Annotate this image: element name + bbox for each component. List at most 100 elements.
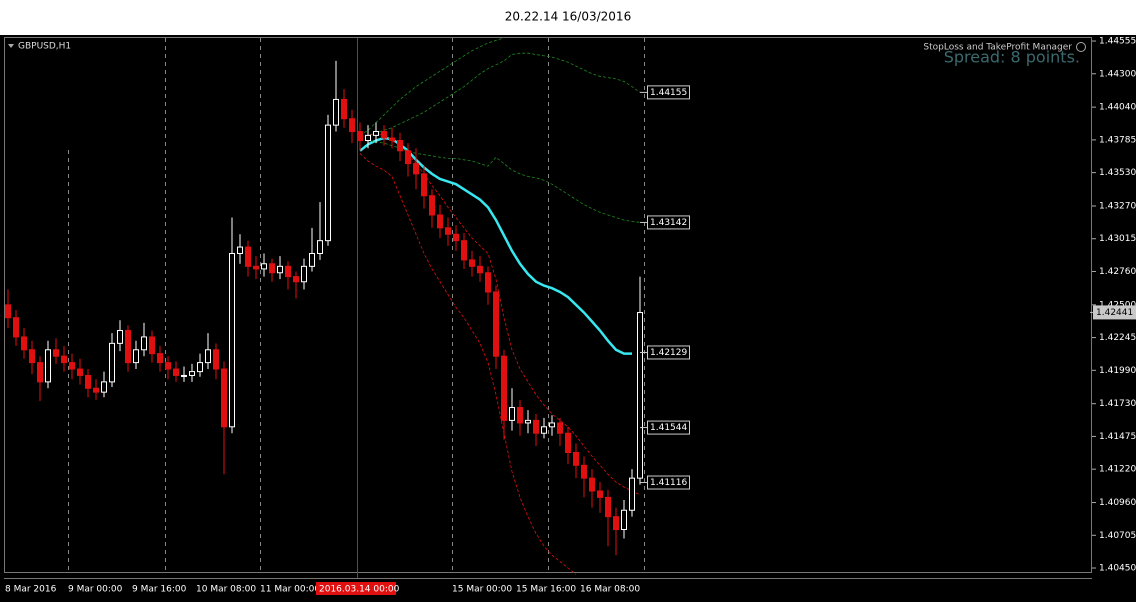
y-tick-label: 1.42245 xyxy=(1099,333,1136,343)
candle-body xyxy=(285,265,291,278)
candle-body xyxy=(197,362,203,373)
candle-body xyxy=(589,477,595,492)
candle-body xyxy=(413,163,419,175)
level-label: 1.42129 xyxy=(650,348,687,358)
candle-body xyxy=(381,131,387,139)
title: 20.22.14 16/03/2016 xyxy=(505,10,631,24)
candle xyxy=(405,143,411,177)
candle xyxy=(85,369,91,398)
candle-body xyxy=(13,317,19,338)
candle-body xyxy=(293,276,299,283)
x-label-highlight xyxy=(316,582,396,595)
candle-body xyxy=(53,349,59,357)
candle-body xyxy=(245,246,251,267)
candle-body xyxy=(613,516,619,531)
candle xyxy=(637,276,643,485)
candle xyxy=(309,227,315,272)
candle xyxy=(397,132,403,162)
candle xyxy=(237,234,243,264)
candle-body xyxy=(189,371,195,376)
x-tick-label: 2016.03.14 00:00 xyxy=(319,585,400,595)
candle xyxy=(261,253,267,277)
candle xyxy=(317,202,323,260)
candle xyxy=(301,258,307,290)
candle xyxy=(333,60,339,132)
y-tick-label: 1.42500 xyxy=(1099,300,1136,310)
candle xyxy=(613,507,619,556)
candle-body xyxy=(509,407,515,421)
candle-body xyxy=(157,353,163,364)
y-tick-label: 1.42760 xyxy=(1099,267,1136,277)
candle xyxy=(549,415,555,436)
x-tick-label: 15 Mar 16:00 xyxy=(516,585,576,595)
candle xyxy=(125,325,131,372)
candle xyxy=(77,358,83,385)
candle-body xyxy=(477,265,483,274)
candle xyxy=(565,426,571,465)
candle xyxy=(501,349,507,440)
x-tick-label: 16 Mar 08:00 xyxy=(580,585,640,595)
level-box xyxy=(647,345,690,360)
x-tick-label: 15 Mar 00:00 xyxy=(452,585,512,595)
candle xyxy=(37,356,43,402)
level-box xyxy=(647,420,690,435)
candle-body xyxy=(541,426,547,434)
candle xyxy=(381,125,387,146)
envelope-line xyxy=(359,52,641,139)
candle-body xyxy=(149,336,155,355)
candle-body xyxy=(205,349,211,364)
candle-body xyxy=(221,368,227,428)
y-tick-label: 1.44040 xyxy=(1099,103,1136,113)
candle xyxy=(141,322,147,357)
level-label: 1.41544 xyxy=(650,423,687,433)
level-label: 1.41116 xyxy=(650,478,687,488)
spread-label: Spread: 8 points. xyxy=(944,48,1080,67)
candle xyxy=(325,114,331,246)
candle-body xyxy=(469,259,475,267)
candle xyxy=(605,489,611,547)
y-tick-label: 1.41990 xyxy=(1099,366,1136,376)
candle xyxy=(253,256,259,280)
candle xyxy=(389,127,395,149)
candle xyxy=(189,363,195,382)
candle-body xyxy=(309,252,315,267)
candle-body xyxy=(557,422,563,434)
y-tick-label: 1.44300 xyxy=(1099,69,1136,79)
current-price-label: 1.42441 xyxy=(1096,308,1133,318)
candle xyxy=(45,340,51,389)
candle xyxy=(477,256,483,282)
candle xyxy=(365,125,371,149)
candle-body xyxy=(85,374,91,389)
candle xyxy=(21,327,27,359)
x-tick-label: 8 Mar 2016 xyxy=(5,585,57,595)
x-tick-label: 9 Mar 00:00 xyxy=(68,585,123,595)
candle xyxy=(101,371,107,398)
y-tick-label: 1.41730 xyxy=(1099,399,1136,409)
candle-body xyxy=(37,362,43,383)
panel-close[interactable] xyxy=(1076,42,1086,52)
candle-body xyxy=(621,509,627,531)
candle xyxy=(181,366,187,382)
title-bar xyxy=(0,0,1136,35)
level-label: 1.44155 xyxy=(650,88,687,98)
candle-body xyxy=(445,227,451,235)
candle xyxy=(589,469,595,508)
candle-body xyxy=(341,98,347,120)
x-tick-label: 9 Mar 16:00 xyxy=(132,585,187,595)
candle xyxy=(29,340,35,375)
candle-body xyxy=(117,330,123,344)
candle-body xyxy=(125,330,131,364)
symbol-menu-arrow[interactable] xyxy=(8,44,14,48)
candle-body xyxy=(181,374,187,377)
candle xyxy=(133,340,139,370)
candle-body xyxy=(173,368,179,376)
candle-body xyxy=(229,252,235,428)
candle xyxy=(205,333,211,370)
candle-body xyxy=(373,131,379,136)
candle-body xyxy=(605,496,611,518)
candle-body xyxy=(637,312,643,479)
candle xyxy=(445,217,451,246)
candle xyxy=(621,499,627,539)
candle xyxy=(197,353,203,377)
y-tick-label: 1.43530 xyxy=(1099,168,1136,178)
